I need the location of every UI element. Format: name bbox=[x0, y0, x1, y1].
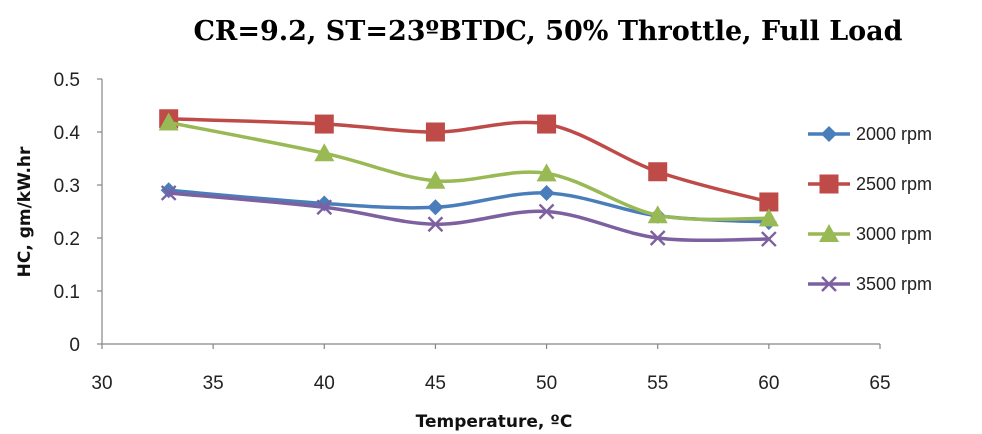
data-point bbox=[759, 192, 779, 212]
x-axis-label: Temperature, ºC bbox=[416, 412, 573, 432]
chart-title: CR=9.2, ST=23ºBTDC, 50% Throttle, Full L… bbox=[193, 16, 902, 47]
plot-area: 0 0.1 0.2 0.3 0.4 0.5 30 35 40 45 50 55 60 65 bbox=[54, 70, 891, 394]
data-point bbox=[761, 231, 777, 247]
legend-entry: 2500 rpm bbox=[808, 174, 932, 194]
series-3500-rpm bbox=[160, 185, 777, 247]
x-tick-label: 50 bbox=[536, 373, 557, 394]
series-line bbox=[168, 120, 769, 222]
x-tick-label: 40 bbox=[314, 373, 335, 394]
y-tick-label: 0.4 bbox=[54, 123, 81, 144]
legend-marker bbox=[819, 224, 839, 242]
legend-marker bbox=[821, 276, 837, 292]
legend-label: 2500 rpm bbox=[856, 174, 932, 194]
series-3000-rpm bbox=[158, 112, 779, 227]
legend-label: 2000 rpm bbox=[856, 124, 932, 144]
y-tick-label: 0.1 bbox=[54, 282, 80, 303]
data-point bbox=[427, 216, 444, 233]
x-tick-label: 35 bbox=[203, 373, 224, 394]
y-tick-label: 0.5 bbox=[54, 70, 80, 91]
y-axis-label: HC, gm/kW.hr bbox=[15, 146, 35, 277]
x-marker-stroke bbox=[160, 185, 177, 201]
data-point bbox=[314, 143, 335, 162]
data-point bbox=[160, 185, 177, 201]
data-point bbox=[427, 199, 444, 216]
y-tick-label: 0.3 bbox=[54, 176, 80, 197]
x-tick-label: 65 bbox=[869, 373, 890, 394]
data-point bbox=[758, 208, 779, 227]
data-point bbox=[316, 199, 333, 216]
data-point bbox=[160, 182, 177, 199]
data-point bbox=[647, 205, 668, 224]
y-tick-label: 0 bbox=[69, 335, 80, 356]
x-tick-label: 60 bbox=[758, 373, 779, 394]
data-point bbox=[425, 170, 446, 189]
data-point bbox=[538, 184, 555, 201]
data-point bbox=[537, 114, 557, 134]
x-marker-stroke bbox=[649, 230, 666, 246]
data-point bbox=[314, 114, 334, 134]
series-line bbox=[168, 191, 769, 243]
data-point bbox=[648, 162, 668, 182]
x-marker-stroke bbox=[316, 199, 333, 216]
legend-entry: 2000 rpm bbox=[808, 124, 932, 144]
x-tick-label: 30 bbox=[91, 373, 112, 394]
x-marker-stroke bbox=[427, 216, 444, 233]
x-tick-label: 45 bbox=[425, 373, 446, 394]
data-point bbox=[536, 163, 557, 182]
legend-label: 3000 rpm bbox=[856, 224, 932, 244]
x-marker-stroke bbox=[821, 276, 837, 292]
legend-entry: 3500 rpm bbox=[808, 274, 932, 294]
legend-marker bbox=[819, 174, 839, 194]
data-point bbox=[538, 203, 555, 220]
x-marker-stroke bbox=[761, 231, 777, 247]
y-tick-label: 0.2 bbox=[54, 229, 80, 250]
x-tick-label: 55 bbox=[647, 373, 668, 394]
legend-label: 3500 rpm bbox=[856, 274, 932, 294]
legend: 2000 rpm 2500 rpm 3000 rpm 3500 rpm bbox=[808, 124, 932, 294]
x-marker-stroke bbox=[538, 203, 555, 220]
data-point bbox=[158, 112, 179, 131]
data-point bbox=[649, 230, 666, 246]
series-line bbox=[168, 117, 770, 204]
legend-entry: 3000 rpm bbox=[808, 224, 932, 244]
data-point bbox=[425, 122, 445, 142]
legend-marker bbox=[821, 126, 837, 142]
